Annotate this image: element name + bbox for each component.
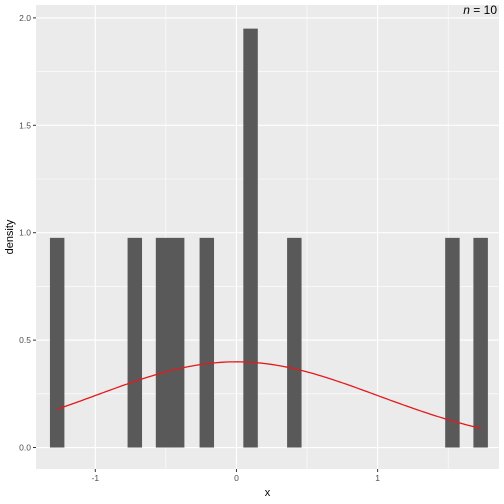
normal-density-curve (56, 361, 481, 429)
bars (49, 28, 488, 448)
annotation-n: n (463, 3, 470, 17)
histogram-bar (169, 237, 185, 448)
histogram-bar (473, 237, 488, 448)
histogram-bar (445, 237, 460, 448)
x-tick-label: 0 (234, 473, 239, 483)
x-tick-label: -1 (92, 473, 100, 483)
annotation-value: = 10 (470, 3, 497, 17)
y-tick-label: 1.5 (19, 120, 31, 130)
y-tick-label: 1.0 (19, 228, 31, 238)
histogram-bar (287, 237, 302, 448)
histogram-bar (155, 237, 171, 448)
y-axis-title: density (4, 219, 16, 254)
histogram-bar (243, 28, 258, 448)
histogram-bar (199, 237, 215, 448)
sample-size-annotation: n = 10 (463, 3, 497, 17)
histogram-bar (49, 237, 65, 448)
grid-major (36, 5, 499, 469)
y-tick-label: 0.0 (19, 443, 31, 453)
grid-minor (36, 5, 499, 469)
x-tick-label: 1 (375, 473, 380, 483)
y-tick-label: 2.0 (19, 13, 31, 23)
y-tick-label: 0.5 (19, 335, 31, 345)
plot-panel (36, 5, 499, 469)
y-axis-ticks: 0.0 0.5 1.0 1.5 2.0 (19, 13, 36, 453)
x-axis-ticks: -1 0 1 (92, 469, 380, 483)
x-axis-title: x (265, 487, 271, 499)
histogram-bar (127, 237, 143, 448)
